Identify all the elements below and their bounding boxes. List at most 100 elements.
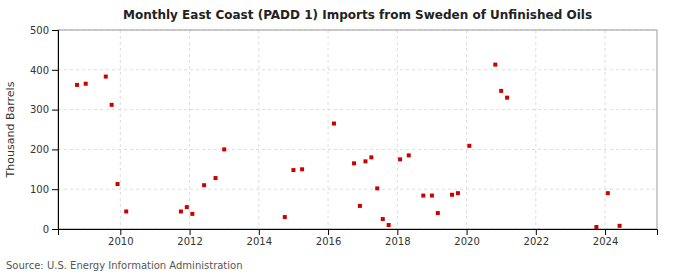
point (179, 209, 183, 213)
point (214, 176, 218, 180)
y-axis-tick-label: 500 (30, 25, 49, 36)
grid (58, 30, 657, 229)
x-grid-line (189, 30, 190, 229)
source-note: Source: U.S. Energy Information Administ… (6, 260, 243, 271)
point (436, 211, 440, 215)
x-axis-tick-mark (190, 229, 191, 235)
x-grid-line (605, 30, 606, 229)
x-axis-tick-mark (536, 229, 537, 235)
point (363, 159, 367, 163)
x-grid-line (258, 30, 259, 229)
point (421, 194, 425, 198)
point (505, 96, 509, 100)
x-axis-tick-label: 2014 (247, 236, 272, 247)
x-axis-tick-label: 2016 (316, 236, 341, 247)
point (407, 153, 411, 157)
x-grid-line (120, 30, 121, 229)
y-grid-line (58, 149, 657, 150)
x-axis-tick-label: 2020 (454, 236, 479, 247)
x-axis-tick-label: 2024 (593, 236, 618, 247)
y-axis-tick-mark (52, 229, 58, 230)
point (124, 209, 128, 213)
y-grid-line (58, 69, 657, 70)
point (430, 194, 434, 198)
x-axis-tick-mark (328, 229, 329, 235)
point (499, 89, 503, 93)
x-axis-tick: 2022 (524, 229, 549, 247)
point (398, 157, 402, 161)
point (618, 224, 622, 228)
point (300, 167, 304, 171)
point (202, 183, 206, 187)
x-grid-line (535, 30, 536, 229)
x-axis-tick: 2016 (316, 229, 341, 247)
x-axis-tick: 2012 (177, 229, 202, 247)
y-grid-line (58, 189, 657, 190)
y-axis-tick-label: 200 (30, 144, 49, 155)
x-axis-tick: 2014 (247, 229, 272, 247)
y-axis-tick-label: 0 (43, 224, 49, 235)
point (190, 212, 194, 216)
points (75, 63, 622, 229)
point (594, 225, 598, 229)
y-axis-tick: 100 (30, 184, 58, 195)
point (104, 75, 108, 79)
point (493, 63, 497, 67)
x-axis-tick-mark (120, 229, 121, 235)
point (291, 168, 295, 172)
y-axis-tick-mark (52, 30, 58, 31)
x-axis-tick: 2018 (385, 229, 410, 247)
point (358, 204, 362, 208)
point (222, 147, 226, 151)
y-axis-tick-mark (52, 149, 58, 150)
x-axis-tick: 2010 (108, 229, 133, 247)
y-axis-tick: 400 (30, 65, 58, 76)
y-axis-tick: 500 (30, 25, 58, 36)
x-grid-line (328, 30, 329, 229)
title: Monthly East Coast (PADD 1) Imports from… (123, 8, 592, 22)
y-axis-title: Thousand Barrels (4, 81, 17, 178)
point (84, 82, 88, 86)
y-axis: 0 100 200 300 400 500 (30, 25, 59, 235)
y-axis-tick-label: 300 (30, 104, 49, 115)
x-axis: 2010 2012 2014 2016 2018 2020 2022 2024 (59, 229, 658, 247)
x-grid-line (397, 30, 398, 229)
point (381, 217, 385, 221)
plot-frame (58, 30, 657, 229)
x-axis-tick-mark (397, 229, 398, 235)
y-axis-tick: 200 (30, 144, 58, 155)
y-grid-line (58, 109, 657, 110)
y-axis-tick-mark (52, 70, 58, 71)
y-axis-tick: 0 (43, 224, 58, 235)
x-axis-line (59, 230, 658, 236)
point (387, 223, 391, 227)
x-axis-tick: 2024 (593, 229, 618, 247)
y-axis-line (52, 31, 59, 230)
x-grid-line (466, 30, 467, 229)
x-axis-tick-label: 2018 (385, 236, 410, 247)
x-axis-tick-label: 2010 (108, 236, 133, 247)
y-axis-tick-label: 100 (30, 184, 49, 195)
point (116, 182, 120, 186)
point (456, 191, 460, 195)
point (185, 205, 189, 209)
point (606, 191, 610, 195)
x-axis-tick-label: 2022 (524, 236, 549, 247)
y-axis-tick-mark (52, 110, 58, 111)
point (375, 186, 379, 190)
x-axis-tick-label: 2012 (177, 236, 202, 247)
point (332, 122, 336, 126)
point (467, 144, 471, 148)
y-axis-tick-mark (52, 189, 58, 190)
point (450, 193, 454, 197)
point (110, 103, 114, 107)
x-axis-tick-mark (605, 229, 606, 235)
y-axis-tick-label: 400 (30, 65, 49, 76)
x-axis-tick: 2020 (454, 229, 479, 247)
chart: 2010 2012 2014 2016 2018 2020 2022 2024 0 100 200 3… (0, 0, 675, 275)
y-axis-tick: 300 (30, 104, 58, 115)
point (369, 155, 373, 159)
plot-area: 2010 2012 2014 2016 2018 2020 2022 2024 0 100 200 3… (30, 25, 658, 247)
point (283, 215, 287, 219)
point (352, 161, 356, 165)
